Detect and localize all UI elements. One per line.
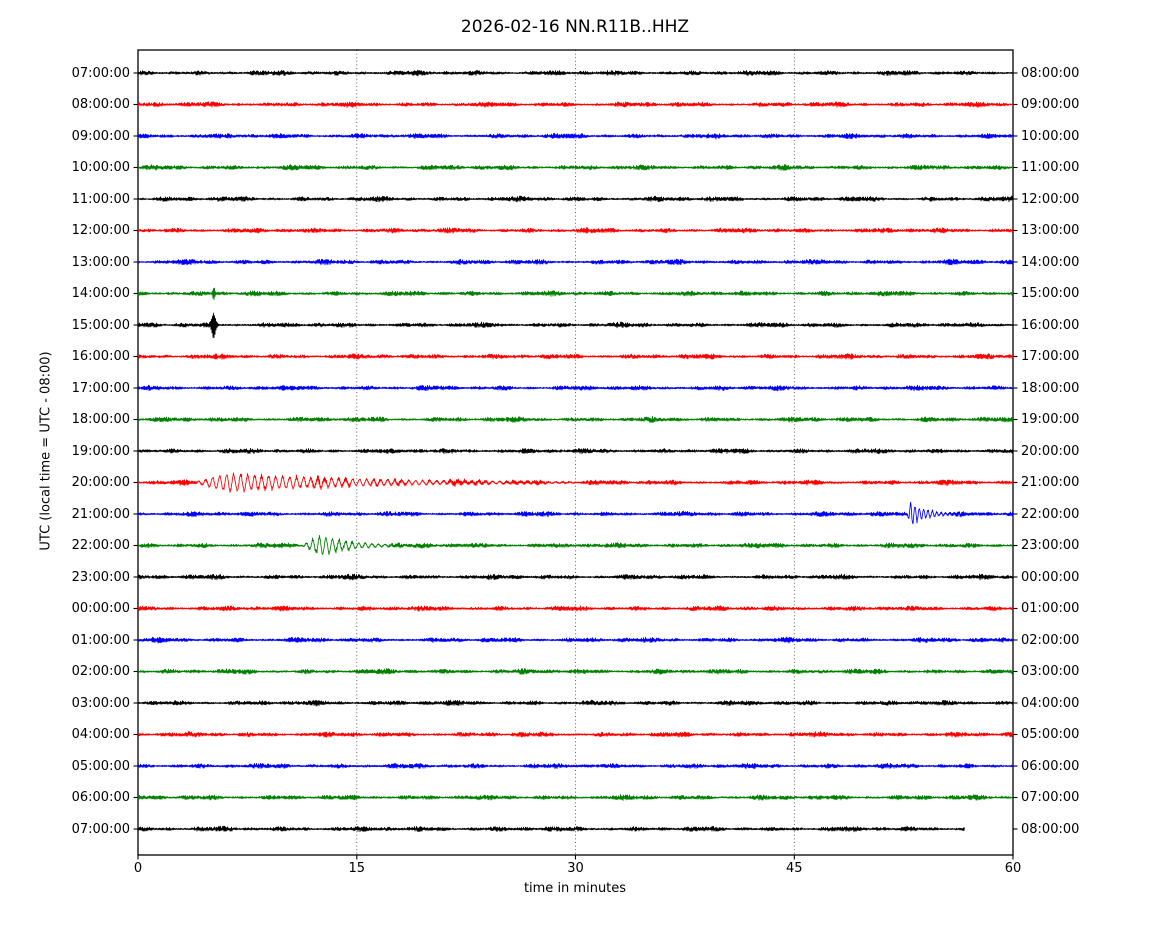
trace-row-20 <box>137 699 1014 707</box>
y-tick-label-left: 09:00:00 <box>71 128 130 144</box>
y-tick-label-left: 05:00:00 <box>71 758 130 774</box>
x-axis-title: time in minutes <box>523 881 627 896</box>
y-tick-label-left: 02:00:00 <box>71 664 130 679</box>
y-tick-label-right: 14:00:00 <box>1021 254 1080 270</box>
x-tick-label: 15 <box>348 861 366 876</box>
y-tick-label-left: 18:00:00 <box>71 412 130 427</box>
y-tick-label-right: 19:00:00 <box>1021 412 1080 427</box>
y-tick-label-left: 22:00:00 <box>71 538 130 553</box>
y-tick-label-left: 20:00:00 <box>71 475 130 490</box>
trace-row-15 <box>137 534 1014 556</box>
y-tick-label-right: 00:00:00 <box>1021 569 1080 585</box>
x-tick-label: 30 <box>567 861 584 876</box>
trace-row-16 <box>137 573 1014 581</box>
trace-row-0 <box>137 69 1014 77</box>
y-tick-label-right: 04:00:00 <box>1021 695 1080 711</box>
y-tick-label-left: 21:00:00 <box>71 506 130 522</box>
x-tick-label: 0 <box>133 861 143 876</box>
trace-row-10 <box>137 384 1014 392</box>
trace-row-24 <box>137 825 965 833</box>
y-tick-label-right: 01:00:00 <box>1021 601 1080 616</box>
y-tick-label-left: 17:00:00 <box>71 380 130 396</box>
y-tick-label-right: 08:00:00 <box>1021 65 1080 81</box>
y-tick-label-right: 05:00:00 <box>1021 727 1080 742</box>
y-tick-label-left: 13:00:00 <box>71 254 130 270</box>
y-tick-label-right: 21:00:00 <box>1021 475 1080 490</box>
y-tick-label-left: 07:00:00 <box>71 821 130 837</box>
trace-row-22 <box>137 762 1014 770</box>
y-tick-label-right: 07:00:00 <box>1021 790 1080 805</box>
y-tick-label-right: 10:00:00 <box>1021 128 1080 144</box>
trace-row-3 <box>137 164 1014 171</box>
y-tick-label-left: 00:00:00 <box>71 601 130 616</box>
y-tick-label-right: 18:00:00 <box>1021 380 1080 396</box>
y-tick-label-left: 23:00:00 <box>71 569 130 585</box>
x-tick-label: 45 <box>785 861 803 876</box>
y-tick-label-right: 23:00:00 <box>1021 538 1080 553</box>
y-tick-label-right: 13:00:00 <box>1021 223 1080 238</box>
y-tick-label-right: 02:00:00 <box>1021 632 1080 648</box>
y-tick-label-left: 10:00:00 <box>71 160 130 175</box>
trace-row-8 <box>137 312 1014 339</box>
trace-row-6 <box>137 258 1014 266</box>
x-tick-label: 60 <box>1004 861 1022 876</box>
y-tick-label-left: 15:00:00 <box>71 317 130 333</box>
trace-row-4 <box>137 195 1014 203</box>
y-tick-label-right: 20:00:00 <box>1021 443 1080 459</box>
y-tick-label-left: 16:00:00 <box>71 349 130 364</box>
y-tick-label-right: 06:00:00 <box>1021 758 1080 774</box>
trace-row-13 <box>137 472 1014 493</box>
y-tick-label-left: 03:00:00 <box>71 695 130 711</box>
trace-row-2 <box>137 132 1014 140</box>
trace-row-17 <box>137 605 1014 612</box>
y-tick-label-right: 15:00:00 <box>1021 286 1080 301</box>
y-tick-label-left: 12:00:00 <box>71 223 130 238</box>
trace-row-12 <box>137 447 1014 455</box>
y-tick-label-right: 22:00:00 <box>1021 506 1080 522</box>
trace-row-19 <box>137 668 1014 675</box>
trace-row-9 <box>137 353 1014 360</box>
trace-row-21 <box>137 731 1014 738</box>
y-tick-label-right: 12:00:00 <box>1021 191 1080 207</box>
y-tick-label-left: 08:00:00 <box>71 97 130 112</box>
y-tick-label-left: 07:00:00 <box>71 65 130 81</box>
y-tick-label-left: 14:00:00 <box>71 286 130 301</box>
trace-row-1 <box>137 101 1014 108</box>
trace-row-23 <box>137 794 1014 801</box>
trace-row-5 <box>137 227 1014 234</box>
y-tick-label-left: 01:00:00 <box>71 632 130 648</box>
y-tick-label-left: 04:00:00 <box>71 727 130 742</box>
y-tick-label-left: 19:00:00 <box>71 443 130 459</box>
trace-row-7 <box>137 287 1014 301</box>
y-tick-label-right: 08:00:00 <box>1021 821 1080 837</box>
y-tick-label-left: 11:00:00 <box>71 191 130 207</box>
y-tick-label-right: 03:00:00 <box>1021 664 1080 679</box>
y-tick-label-right: 17:00:00 <box>1021 349 1080 364</box>
chart-title: 2026-02-16 NN.R11B..HHZ <box>460 17 690 37</box>
y-tick-label-right: 09:00:00 <box>1021 97 1080 112</box>
y-tick-label-right: 16:00:00 <box>1021 317 1080 333</box>
trace-row-18 <box>137 636 1014 644</box>
y-tick-label-left: 06:00:00 <box>71 790 130 805</box>
trace-row-11 <box>137 415 1014 424</box>
y-tick-label-right: 11:00:00 <box>1021 160 1080 175</box>
trace-row-14 <box>137 501 1014 525</box>
